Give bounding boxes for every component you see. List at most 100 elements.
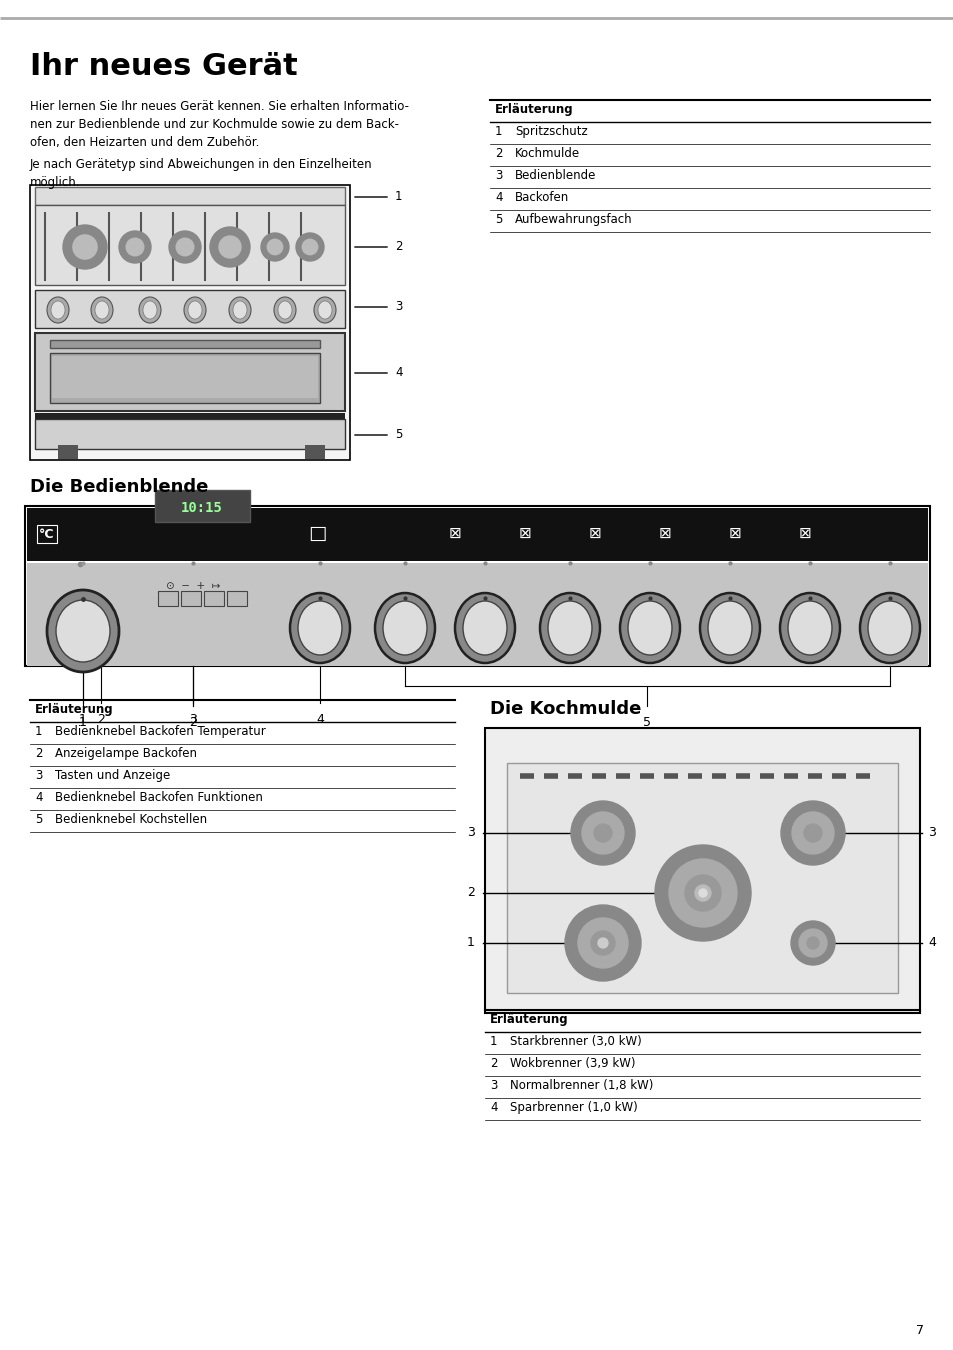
Text: 5: 5: [35, 813, 42, 826]
Circle shape: [594, 824, 612, 842]
Bar: [35, 290, 345, 328]
Text: °C: °C: [39, 528, 54, 540]
Text: Bedienblende: Bedienblende: [515, 169, 596, 182]
Text: Tasten und Anzeige: Tasten und Anzeige: [55, 769, 170, 782]
Text: 1: 1: [35, 725, 43, 738]
Ellipse shape: [547, 601, 592, 655]
Bar: [27, 563, 927, 666]
Ellipse shape: [317, 301, 332, 319]
Circle shape: [806, 937, 818, 949]
Circle shape: [571, 801, 635, 865]
Text: ⊠: ⊠: [518, 525, 531, 540]
Text: Spritzschutz: Spritzschutz: [515, 126, 587, 138]
Bar: [35, 418, 345, 450]
Text: Anzeigelampe Backofen: Anzeigelampe Backofen: [55, 747, 196, 760]
Ellipse shape: [188, 301, 202, 319]
Ellipse shape: [707, 601, 751, 655]
Text: 1: 1: [79, 716, 87, 729]
Text: Die Kochmulde: Die Kochmulde: [490, 701, 640, 718]
Text: Sparbrenner (1,0 kW): Sparbrenner (1,0 kW): [510, 1102, 638, 1114]
Text: Bedienknebel Kochstellen: Bedienknebel Kochstellen: [55, 813, 207, 826]
Ellipse shape: [51, 301, 65, 319]
Text: 10:15: 10:15: [181, 501, 223, 514]
Circle shape: [295, 234, 324, 261]
Text: 4: 4: [495, 190, 502, 204]
Bar: [50, 340, 319, 348]
Bar: [50, 352, 319, 404]
Text: ⊠: ⊠: [728, 525, 740, 540]
Circle shape: [261, 234, 289, 261]
Bar: [154, 490, 250, 522]
Circle shape: [219, 236, 241, 258]
Ellipse shape: [455, 593, 515, 663]
Circle shape: [578, 918, 627, 968]
Ellipse shape: [787, 601, 831, 655]
Ellipse shape: [229, 297, 251, 323]
Text: Normalbrenner (1,8 kW): Normalbrenner (1,8 kW): [510, 1079, 653, 1092]
Circle shape: [695, 886, 710, 900]
Text: Wokbrenner (3,9 kW): Wokbrenner (3,9 kW): [510, 1057, 635, 1071]
Circle shape: [210, 227, 250, 267]
Text: 3: 3: [189, 713, 196, 726]
Ellipse shape: [143, 301, 157, 319]
Text: 2: 2: [495, 147, 502, 161]
Bar: [27, 508, 927, 562]
Text: Hier lernen Sie Ihr neues Gerät kennen. Sie erhalten Informatio-
nen zur Bedienb: Hier lernen Sie Ihr neues Gerät kennen. …: [30, 100, 409, 148]
Bar: [35, 413, 345, 418]
Text: ⊠: ⊠: [588, 525, 600, 540]
Circle shape: [655, 845, 750, 941]
Ellipse shape: [375, 593, 435, 663]
Circle shape: [668, 859, 737, 927]
Bar: [181, 591, 201, 606]
Ellipse shape: [382, 601, 427, 655]
Bar: [227, 591, 247, 606]
Text: 2: 2: [490, 1057, 497, 1071]
Bar: [25, 506, 929, 666]
Ellipse shape: [47, 590, 119, 672]
Ellipse shape: [233, 301, 247, 319]
Circle shape: [63, 225, 107, 269]
Text: 5: 5: [495, 213, 502, 225]
Text: Ihr neues Gerät: Ihr neues Gerät: [30, 53, 297, 81]
Ellipse shape: [184, 297, 206, 323]
Text: 4: 4: [315, 713, 324, 726]
Text: 1: 1: [395, 189, 402, 202]
Text: 2: 2: [467, 887, 475, 899]
Bar: [484, 728, 919, 1012]
Circle shape: [169, 231, 201, 263]
Circle shape: [126, 238, 144, 255]
Text: 1: 1: [490, 1035, 497, 1048]
Circle shape: [781, 801, 844, 865]
Text: 1: 1: [467, 937, 475, 949]
Circle shape: [803, 824, 821, 842]
Text: Backofen: Backofen: [515, 190, 569, 204]
Circle shape: [176, 238, 193, 255]
Text: 1: 1: [495, 126, 502, 138]
Ellipse shape: [539, 593, 599, 663]
Circle shape: [799, 929, 826, 957]
Bar: [305, 446, 325, 459]
Circle shape: [72, 235, 97, 259]
Ellipse shape: [56, 599, 110, 662]
Text: 7: 7: [915, 1323, 923, 1336]
Text: Erläuterung: Erläuterung: [495, 103, 573, 116]
Bar: [35, 205, 345, 285]
Text: 4: 4: [927, 937, 935, 949]
Ellipse shape: [859, 593, 919, 663]
Ellipse shape: [314, 297, 335, 323]
Text: 5: 5: [643, 716, 651, 729]
Circle shape: [790, 921, 834, 965]
Text: 4: 4: [35, 791, 43, 805]
Text: Die Bedienblende: Die Bedienblende: [30, 478, 208, 495]
Ellipse shape: [462, 601, 506, 655]
Text: Aufbewahrungsfach: Aufbewahrungsfach: [515, 213, 632, 225]
Ellipse shape: [867, 601, 911, 655]
Text: 3: 3: [395, 300, 402, 312]
Text: 3: 3: [467, 826, 475, 840]
Circle shape: [598, 938, 607, 948]
Text: Bedienknebel Backofen Funktionen: Bedienknebel Backofen Funktionen: [55, 791, 263, 805]
Text: ⊙  −  +  ↦: ⊙ − + ↦: [166, 580, 220, 591]
Circle shape: [791, 811, 833, 855]
Ellipse shape: [297, 601, 341, 655]
Circle shape: [564, 904, 640, 981]
